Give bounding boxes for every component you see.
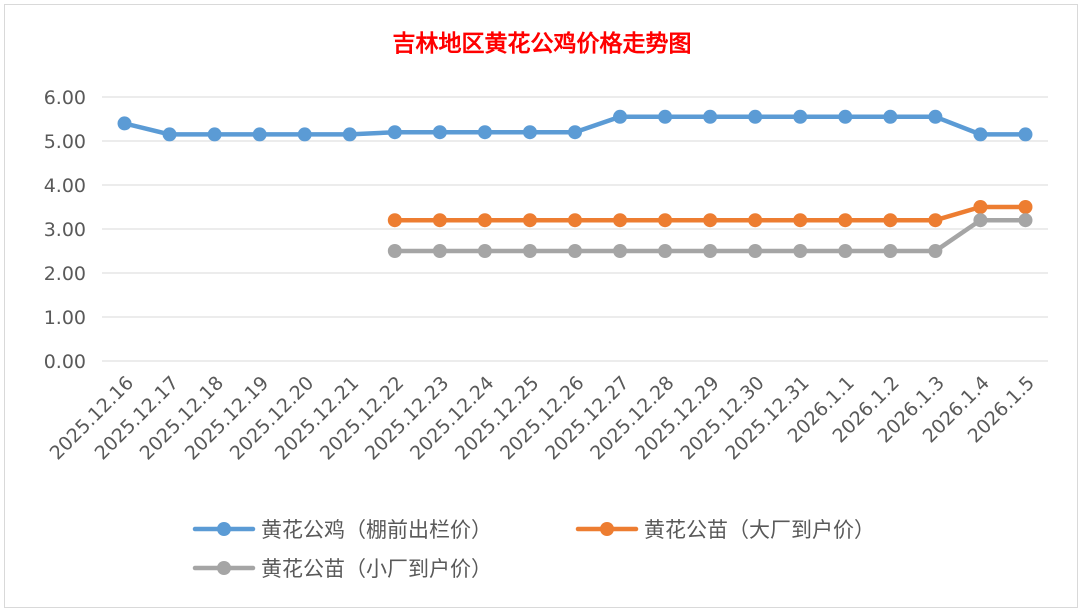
chart-title: 吉林地区黄花公鸡价格走势图: [392, 30, 692, 57]
legend-label: 黄花公苗（大厂到户价）: [644, 518, 875, 542]
legend-label: 黄花公鸡（棚前出栏价）: [261, 518, 492, 542]
y-tick-label: 1.00: [44, 307, 86, 329]
data-point: [748, 213, 763, 228]
data-point: [1018, 127, 1033, 142]
chart-frame: [4, 4, 1078, 608]
data-point: [748, 244, 763, 258]
data-point: [522, 244, 537, 258]
data-point: [883, 244, 898, 258]
y-tick-label: 5.00: [44, 131, 86, 153]
data-point: [387, 244, 402, 258]
y-tick-label: 2.00: [44, 263, 86, 285]
data-point: [477, 213, 492, 228]
data-point: [883, 109, 898, 124]
data-point: [703, 244, 718, 258]
y-tick-label: 4.00: [44, 175, 86, 197]
legend-marker: [600, 522, 614, 536]
data-point: [658, 244, 673, 258]
data-point: [477, 244, 492, 258]
data-point: [883, 213, 898, 228]
data-point: [793, 109, 808, 124]
data-point: [613, 244, 628, 258]
data-point: [432, 125, 447, 140]
data-point: [973, 127, 988, 142]
data-point: [838, 109, 853, 124]
data-point: [568, 125, 582, 140]
data-point: [117, 116, 132, 131]
y-tick-label: 0.00: [44, 351, 86, 373]
data-point: [613, 213, 628, 228]
data-point: [1018, 200, 1033, 214]
data-point: [973, 213, 988, 228]
data-point: [432, 213, 447, 228]
data-point: [162, 127, 177, 142]
data-point: [658, 109, 673, 124]
data-point: [387, 125, 402, 140]
data-point: [928, 109, 943, 124]
data-point: [973, 200, 988, 214]
data-point: [658, 213, 673, 228]
data-point: [342, 127, 357, 142]
legend-label: 黄花公苗（小厂到户价）: [261, 557, 492, 581]
data-point: [477, 125, 492, 140]
legend-marker: [217, 561, 231, 575]
data-point: [703, 213, 718, 228]
data-point: [1018, 213, 1033, 228]
data-point: [838, 213, 853, 228]
y-tick-label: 3.00: [44, 219, 86, 241]
data-point: [522, 213, 537, 228]
data-point: [568, 213, 582, 228]
data-point: [432, 244, 447, 258]
data-point: [568, 244, 582, 258]
data-point: [793, 213, 808, 228]
data-point: [793, 244, 808, 258]
data-point: [928, 213, 943, 228]
data-point: [703, 109, 718, 124]
data-point: [928, 244, 943, 258]
legend-marker: [217, 522, 231, 536]
data-point: [748, 109, 763, 124]
data-point: [297, 127, 312, 142]
data-point: [207, 127, 222, 142]
data-point: [613, 109, 628, 124]
data-point: [252, 127, 267, 142]
data-point: [522, 125, 537, 140]
data-point: [387, 213, 402, 228]
data-point: [838, 244, 853, 258]
y-tick-label: 6.00: [44, 87, 86, 109]
